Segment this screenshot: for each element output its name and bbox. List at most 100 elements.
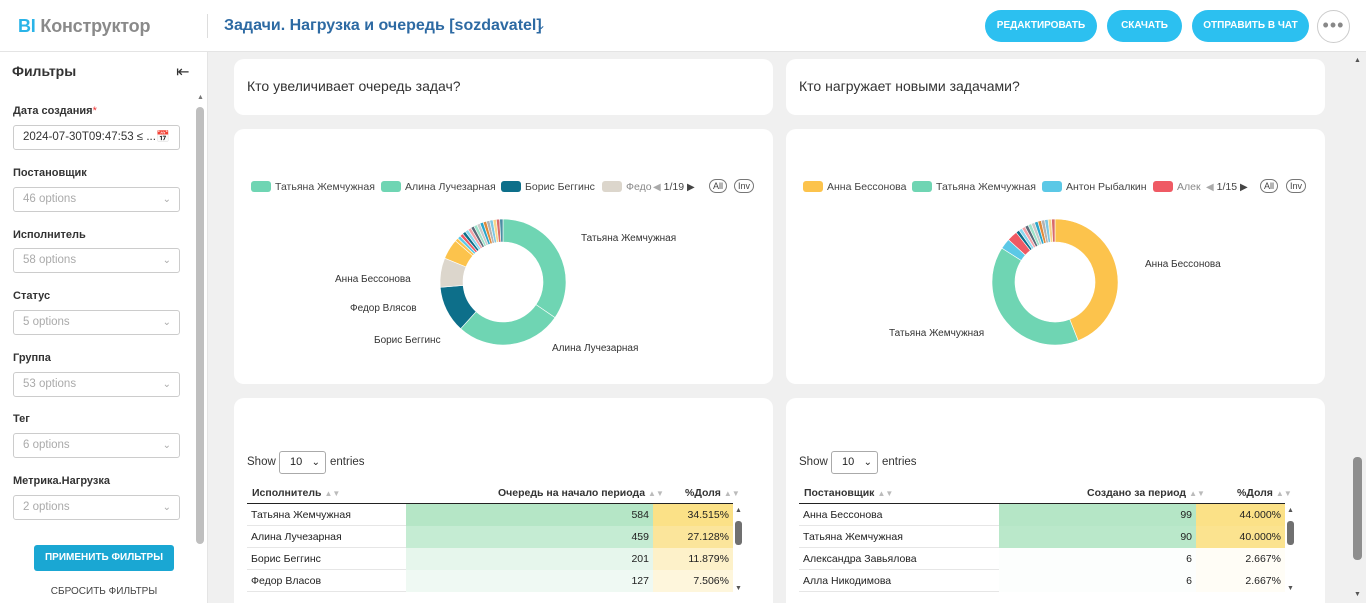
table-scrollbar[interactable] (1287, 521, 1294, 545)
legend-item[interactable]: Борис Беггинс (501, 181, 595, 193)
scroll-up-icon[interactable]: ▲ (1354, 57, 1361, 64)
table-row[interactable]: Анна Бессонова 99 44.000% (799, 504, 1285, 526)
legend-all-button[interactable]: All (709, 179, 728, 193)
tag-select[interactable]: 6 options ⌄ (13, 433, 180, 458)
send-to-chat-button[interactable]: Отправить в чат (1192, 10, 1309, 42)
page-size-select[interactable]: 10 ⌄ (831, 451, 878, 474)
scroll-up-icon[interactable]: ▲ (1287, 507, 1294, 514)
chevron-down-icon: ⌄ (162, 317, 171, 328)
prev-page-icon[interactable]: ◀ (653, 182, 661, 193)
download-button[interactable]: Скачать (1107, 10, 1182, 42)
scroll-down-icon[interactable]: ▼ (735, 585, 742, 592)
table-row[interactable]: Татьяна Жемчужная 584 34.515% (247, 504, 733, 526)
header-rule (247, 503, 733, 504)
column-header[interactable]: %Доля ▲▼ (1237, 487, 1292, 499)
more-icon[interactable]: ••• (1317, 10, 1350, 43)
legend-invert-button[interactable]: Inv (1286, 179, 1307, 193)
cell: Алина Лучезарная (251, 531, 342, 543)
donut-slice[interactable] (991, 247, 1079, 346)
reset-filters-button[interactable]: Сбросить фильтры (50, 586, 158, 597)
entries-label: entries (330, 456, 365, 468)
table-row[interactable]: Алина Лучезарная 459 27.128% (247, 526, 733, 548)
column-header[interactable]: Создано за период ▲▼ (1087, 487, 1205, 499)
column-header[interactable]: Постановщик ▲▼ (804, 487, 894, 499)
cell: 6 (999, 570, 1196, 592)
table-row[interactable]: Александра Завьялова 6 2.667% (799, 548, 1285, 570)
left-title-card: Кто увеличивает очередь задач? (234, 59, 773, 115)
legend-item[interactable]: Антон Рыбалкин (1042, 181, 1147, 193)
table-scrollbar[interactable] (735, 521, 742, 545)
edit-button[interactable]: Редактировать (985, 10, 1097, 42)
table-row[interactable]: Алла Никодимова 6 2.667% (799, 570, 1285, 592)
collapse-sidebar-icon[interactable]: ⇤ (176, 64, 190, 81)
legend-item[interactable]: Федо (602, 181, 652, 193)
scroll-down-icon[interactable]: ▼ (1354, 591, 1361, 598)
filter-label-assignee: Исполнитель (13, 229, 86, 241)
donut-slice[interactable] (502, 218, 567, 319)
donut-slice[interactable] (1051, 218, 1056, 243)
scroll-up-icon[interactable]: ▲ (735, 507, 742, 514)
metric-select[interactable]: 2 options ⌄ (13, 495, 180, 520)
left-chart-legend: Татьяна Жемчужная Алина Лучезарная Борис… (251, 179, 757, 195)
table-row[interactable]: Борис Беггинс 201 11.879% (247, 548, 733, 570)
app-logo[interactable]: BI Конструктор (18, 16, 150, 37)
chevron-down-icon[interactable]: ⌄ (536, 18, 547, 32)
cell: Алла Никодимова (803, 575, 892, 587)
cell: Федор Власов (251, 575, 322, 587)
apply-filters-button[interactable]: Применить фильтры (34, 545, 174, 571)
legend-all-button[interactable]: All (1260, 179, 1279, 193)
cell: Татьяна Жемчужная (251, 509, 351, 521)
logo-bi: BI (18, 16, 36, 36)
legend-item[interactable]: Татьяна Жемчужная (912, 181, 1036, 193)
calendar-icon[interactable]: 📅 (156, 131, 170, 143)
group-select[interactable]: 53 options ⌄ (13, 372, 180, 397)
legend-item[interactable]: Алек (1153, 181, 1201, 193)
column-header[interactable]: %Доля ▲▼ (685, 487, 740, 499)
sidebar-scrollbar[interactable] (196, 107, 204, 544)
page-size-select[interactable]: 10 ⌄ (279, 451, 326, 474)
cell: 2.667% (1196, 548, 1285, 570)
donut-slice[interactable] (499, 218, 504, 243)
cell: 40.000% (1196, 526, 1285, 548)
table-row[interactable]: Федор Власов 127 7.506% (247, 570, 733, 592)
cell: 201 (406, 548, 653, 570)
header-rule (799, 503, 1285, 504)
table-row[interactable]: Татьяна Жемчужная 90 40.000% (799, 526, 1285, 548)
right-title-card: Кто нагружает новыми задачами? (786, 59, 1325, 115)
legend-item[interactable]: Алина Лучезарная (381, 181, 496, 193)
slice-label: Алина Лучезарная (552, 343, 639, 354)
legend-item[interactable]: Татьяна Жемчужная (251, 181, 375, 193)
filters-title: Фильтры (12, 63, 77, 79)
next-page-icon[interactable]: ▶ (1239, 182, 1248, 193)
status-select[interactable]: 5 options ⌄ (13, 310, 180, 335)
chevron-down-icon: ⌄ (162, 255, 171, 266)
cell: 459 (406, 526, 653, 548)
next-page-icon[interactable]: ▶ (686, 182, 695, 193)
cell: Татьяна Жемчужная (803, 531, 903, 543)
date-filter-field[interactable]: 2024-07-30T09:47:53 ≤ ... 📅 (13, 125, 180, 150)
cell: Анна Бессонова (803, 509, 883, 521)
creator-select[interactable]: 46 options ⌄ (13, 187, 180, 212)
scroll-down-icon[interactable]: ▼ (1287, 585, 1294, 592)
scroll-up-icon[interactable]: ▲ (197, 94, 204, 101)
slice-label: Татьяна Жемчужная (581, 233, 677, 244)
top-bar: BI Конструктор Задачи. Нагрузка и очеред… (0, 0, 1366, 52)
filters-sidebar: Фильтры ⇤ Дата создания* 2024-07-30T09:4… (0, 52, 208, 603)
cell: 34.515% (653, 504, 733, 526)
legend-invert-button[interactable]: Inv (734, 179, 755, 193)
legend-item[interactable]: Анна Бессонова (803, 181, 906, 193)
cell: 44.000% (1196, 504, 1285, 526)
slice-label: Анна Бессонова (335, 274, 411, 285)
donut-slice[interactable] (1054, 218, 1119, 341)
right-card-title: Кто нагружает новыми задачами? (799, 78, 1020, 94)
page-scrollbar[interactable] (1353, 457, 1362, 560)
prev-page-icon[interactable]: ◀ (1206, 182, 1214, 193)
page-title[interactable]: Задачи. Нагрузка и очередь [sozdavatel] (224, 17, 542, 34)
legend-pager: ◀ 1/15 ▶ (1206, 181, 1248, 193)
chevron-down-icon: ⌄ (863, 457, 872, 468)
filter-label-tag: Тег (13, 413, 30, 425)
assignee-select[interactable]: 58 options ⌄ (13, 248, 180, 273)
column-header[interactable]: Очередь на начало периода ▲▼ (498, 487, 664, 499)
chevron-down-icon: ⌄ (162, 379, 171, 390)
column-header[interactable]: Исполнитель ▲▼ (252, 487, 341, 499)
